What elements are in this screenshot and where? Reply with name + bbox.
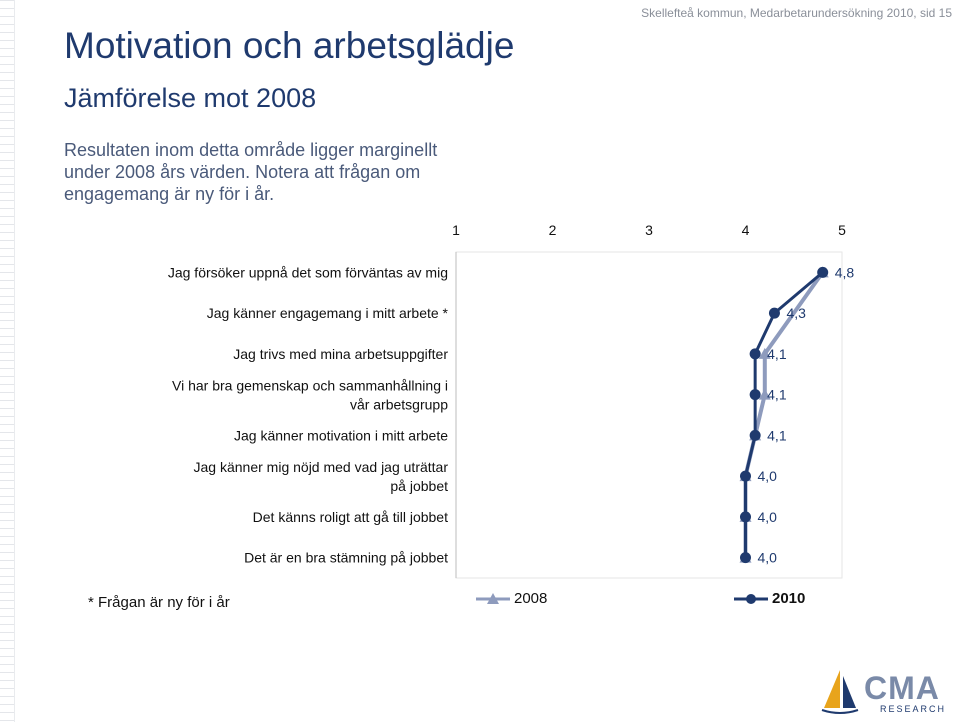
x-tick-label: 5 bbox=[838, 222, 846, 238]
category-label: Jag känner motivation i mitt arbete bbox=[234, 427, 448, 443]
series-line-2010 bbox=[744, 271, 824, 558]
sailboat-icon bbox=[821, 670, 859, 714]
legend-item-2010: 2010 bbox=[734, 590, 805, 607]
category-label: Det är en bra stämning på jobbet bbox=[244, 550, 448, 566]
intro-text: Resultaten inom detta område ligger marg… bbox=[64, 140, 438, 204]
slide-subtitle: Jämförelse mot 2008 bbox=[64, 83, 317, 113]
x-tick-label: 2 bbox=[549, 222, 557, 238]
point-2010 bbox=[768, 307, 780, 319]
category-label: Det känns roligt att gå till jobbet bbox=[253, 509, 448, 525]
point-2010 bbox=[740, 511, 751, 523]
data-label: 4,3 bbox=[786, 305, 806, 321]
point-2008 bbox=[758, 347, 771, 359]
point-2010 bbox=[749, 389, 761, 401]
plot-area bbox=[455, 251, 843, 579]
data-label: 4,0 bbox=[758, 468, 778, 484]
point-2010 bbox=[740, 470, 751, 482]
legend-swatch-2010 bbox=[734, 593, 768, 604]
x-tick-label: 4 bbox=[742, 222, 750, 238]
category-label: Jag känner engagemang i mitt arbete * bbox=[207, 305, 449, 321]
legend-label-2008: 2008 bbox=[514, 590, 548, 607]
point-2008 bbox=[758, 388, 771, 400]
cma-logo: CMA RESEARCH bbox=[818, 668, 948, 716]
logo-wordmark: CMA bbox=[864, 670, 940, 706]
point-2010 bbox=[740, 552, 751, 564]
legend-item-2008: 2008 bbox=[476, 590, 547, 607]
data-label: 4,0 bbox=[758, 509, 778, 525]
legend-swatch-2008 bbox=[476, 592, 510, 604]
data-label: 4,0 bbox=[758, 550, 778, 566]
header-note: Skellefteå kommun, Medarbetarundersöknin… bbox=[641, 6, 952, 20]
slide-ruler bbox=[0, 0, 15, 722]
category-label: Jag försöker uppnå det som förväntas av … bbox=[168, 264, 448, 280]
legend-label-2010: 2010 bbox=[772, 590, 806, 607]
logo-tagline: RESEARCH bbox=[880, 704, 947, 714]
x-tick-label: 3 bbox=[645, 222, 653, 238]
category-label: Jag trivs med mina arbetsuppgifter bbox=[233, 346, 448, 362]
data-label: 4,1 bbox=[767, 346, 787, 362]
point-2010 bbox=[749, 429, 761, 441]
data-label: 4,8 bbox=[835, 264, 855, 280]
category-label: Vi har bra gemenskap och sammanhållning … bbox=[172, 378, 448, 413]
slide-title: Motivation och arbetsglädje bbox=[64, 25, 515, 66]
data-label: 4,1 bbox=[767, 427, 787, 443]
point-2010 bbox=[817, 266, 829, 278]
point-2010 bbox=[749, 348, 761, 360]
data-label: 4,1 bbox=[767, 387, 787, 403]
x-tick-label: 1 bbox=[452, 222, 460, 238]
category-label: Jag känner mig nöjd med vad jag uträttar… bbox=[194, 459, 449, 494]
footnote: * Frågan är ny för i år bbox=[88, 594, 230, 611]
